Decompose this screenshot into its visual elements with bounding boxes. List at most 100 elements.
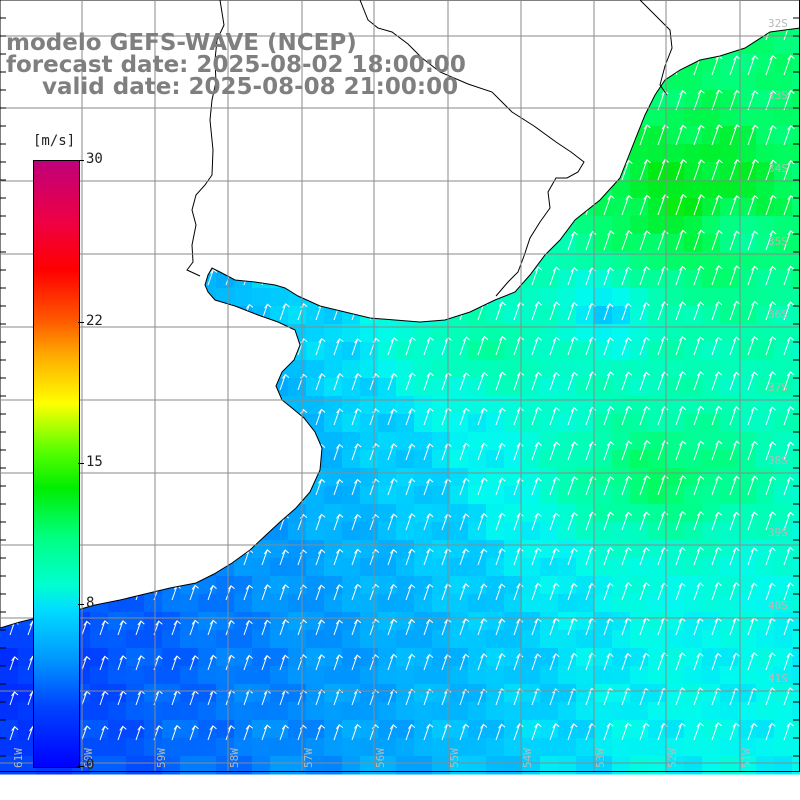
wind-arrow: [765, 511, 777, 531]
wind-speed-cell: [270, 630, 289, 649]
wind-speed-cell: [378, 396, 397, 415]
wind-speed-cell: [414, 360, 433, 379]
colorbar-tick-label: 22: [86, 312, 103, 329]
wind-speed-cell: [702, 414, 721, 433]
wind-speed-cell: [414, 414, 433, 433]
wind-arrow: [585, 511, 597, 531]
wind-speed-cell: [288, 612, 307, 631]
wind-speed-cell: [648, 288, 667, 307]
wind-speed-cell: [630, 630, 649, 649]
latitude-label: 37S: [768, 381, 788, 394]
wind-speed-cell: [666, 594, 685, 613]
wind-speed-cell: [540, 360, 559, 379]
wind-speed-cell: [396, 630, 415, 649]
wind-speed-cell: [576, 288, 595, 307]
wind-speed-cell: [612, 558, 631, 577]
wind-speed-cell: [504, 576, 523, 595]
wind-speed-cell: [252, 738, 271, 757]
wind-speed-cell: [360, 522, 379, 541]
wind-speed-cell: [306, 360, 325, 379]
wind-speed-cell: [666, 162, 685, 181]
longitude-label: 58W: [228, 748, 241, 768]
wind-arrow: [405, 443, 416, 461]
wind-speed-cell: [270, 648, 289, 667]
wind-arrow: [783, 265, 795, 286]
wind-speed-cell: [684, 378, 703, 397]
wind-speed-cell: [540, 288, 559, 307]
wind-speed-cell: [594, 360, 613, 379]
wind-arrow: [333, 724, 344, 741]
wind-speed-cell: [414, 342, 433, 361]
wind-speed-cell: [738, 558, 757, 577]
wind-speed-cell: [432, 612, 451, 631]
wind-speed-cell: [522, 576, 541, 595]
wind-speed-cell: [360, 414, 379, 433]
wind-speed-cell: [198, 702, 217, 721]
wind-speed-cell: [720, 432, 739, 451]
wind-arrow: [405, 372, 416, 391]
wind-speed-cell: [288, 630, 307, 649]
wind-speed-cell: [162, 630, 181, 649]
wind-speed-cell: [756, 594, 775, 613]
wind-arrow: [783, 336, 795, 356]
wind-speed-cell: [792, 360, 800, 379]
wind-arrow: [747, 194, 759, 216]
wind-speed-cell: [648, 342, 667, 361]
wind-arrow: [711, 194, 723, 216]
wind-arrow: [657, 406, 669, 426]
wind-arrow: [747, 406, 759, 426]
wind-speed-cell: [126, 648, 145, 667]
wind-speed-cell: [540, 324, 559, 343]
wind-speed-cell: [396, 342, 415, 361]
wind-speed-cell: [594, 630, 613, 649]
wind-speed-cell: [432, 414, 451, 433]
wind-speed-cell: [450, 450, 469, 469]
wind-arrow: [603, 194, 615, 216]
wind-speed-cell: [720, 396, 739, 415]
wind-speed-cell: [468, 612, 487, 631]
wind-speed-cell: [558, 306, 577, 325]
wind-speed-cell: [792, 180, 800, 199]
wind-speed-cell: [720, 72, 739, 91]
wind-speed-cell: [756, 648, 775, 667]
wind-speed-cell: [288, 558, 307, 577]
wind-speed-cell: [324, 702, 343, 721]
wind-speed-cell: [252, 756, 271, 775]
wind-speed-cell: [630, 432, 649, 451]
wind-arrow: [639, 301, 650, 321]
wind-arrow: [549, 512, 560, 531]
wind-arrow: [657, 474, 669, 496]
wind-speed-cell: [378, 630, 397, 649]
wind-speed-cell: [702, 216, 721, 235]
wind-arrow: [459, 723, 470, 741]
wind-speed-cell: [378, 558, 397, 577]
wind-arrow: [729, 722, 740, 741]
wind-arrow: [675, 546, 686, 566]
wind-speed-cell: [378, 594, 397, 613]
wind-speed-cell: [720, 378, 739, 397]
wind-arrow: [261, 619, 271, 636]
wind-speed-cell: [792, 486, 800, 505]
wind-speed-cell: [144, 648, 163, 667]
wind-speed-cell: [198, 594, 217, 613]
wind-speed-cell: [720, 702, 739, 721]
wind-speed-cell: [594, 342, 613, 361]
wind-arrow: [621, 546, 632, 566]
wind-speed-cell: [486, 414, 505, 433]
wind-arrow: [99, 620, 109, 636]
wind-speed-cell: [198, 684, 217, 703]
wind-speed-cell: [468, 648, 487, 667]
wind-speed-cell: [792, 342, 800, 361]
wind-speed-cell: [684, 702, 703, 721]
wind-speed-cell: [306, 558, 325, 577]
wind-speed-cell: [558, 666, 577, 685]
wind-arrow: [765, 652, 776, 671]
wind-speed-cell: [738, 684, 757, 703]
wind-speed-cell: [792, 54, 800, 73]
wind-speed-cell: [684, 288, 703, 307]
wind-speed-cell: [504, 756, 523, 775]
wind-speed-cell: [648, 324, 667, 343]
wind-speed-cell: [666, 720, 685, 739]
wind-speed-cell: [450, 522, 469, 541]
wind-speed-cell: [360, 360, 379, 379]
